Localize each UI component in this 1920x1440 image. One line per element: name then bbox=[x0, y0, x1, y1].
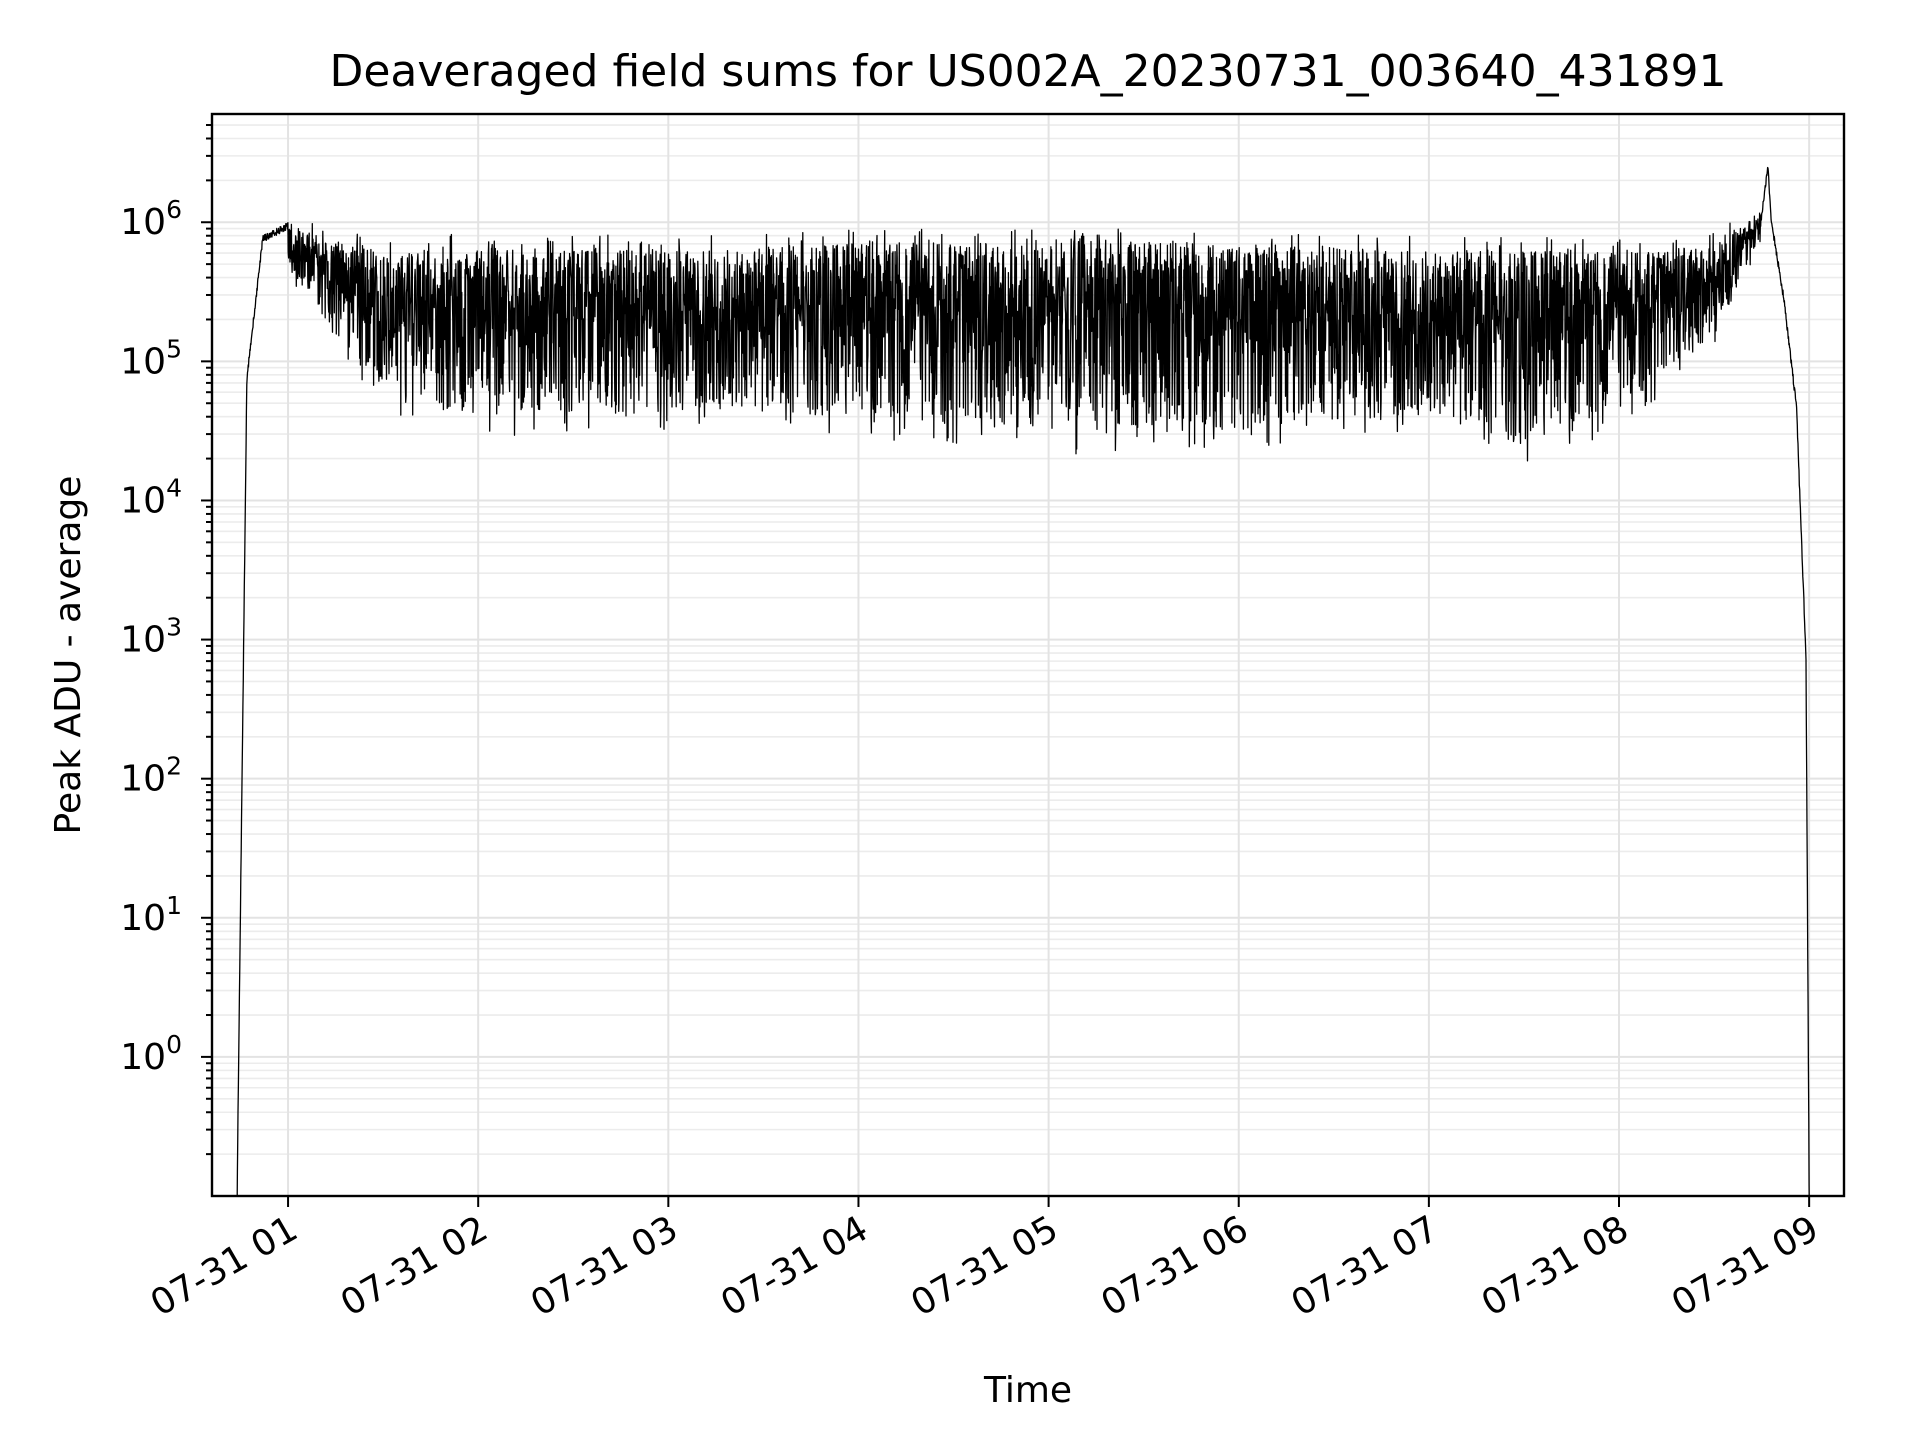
y-axis-label: Peak ADU - average bbox=[48, 476, 89, 835]
y-tick-label: 104 bbox=[120, 473, 182, 521]
grid-layer bbox=[212, 114, 1844, 1196]
plot-frame bbox=[210, 112, 1846, 1198]
y-tick-label: 105 bbox=[120, 334, 182, 382]
y-tick-label: 103 bbox=[120, 613, 182, 661]
chart-title: Deaveraged field sums for US002A_2023073… bbox=[329, 46, 1726, 97]
series-layer bbox=[236, 166, 1810, 1197]
y-tick-label: 100 bbox=[120, 1030, 182, 1078]
y-tick-label: 101 bbox=[120, 891, 182, 939]
y-tick-label: 102 bbox=[120, 752, 182, 800]
series-line bbox=[236, 166, 1810, 1197]
x-axis-label: Time bbox=[983, 1370, 1072, 1411]
y-tick-label: 106 bbox=[120, 195, 182, 243]
